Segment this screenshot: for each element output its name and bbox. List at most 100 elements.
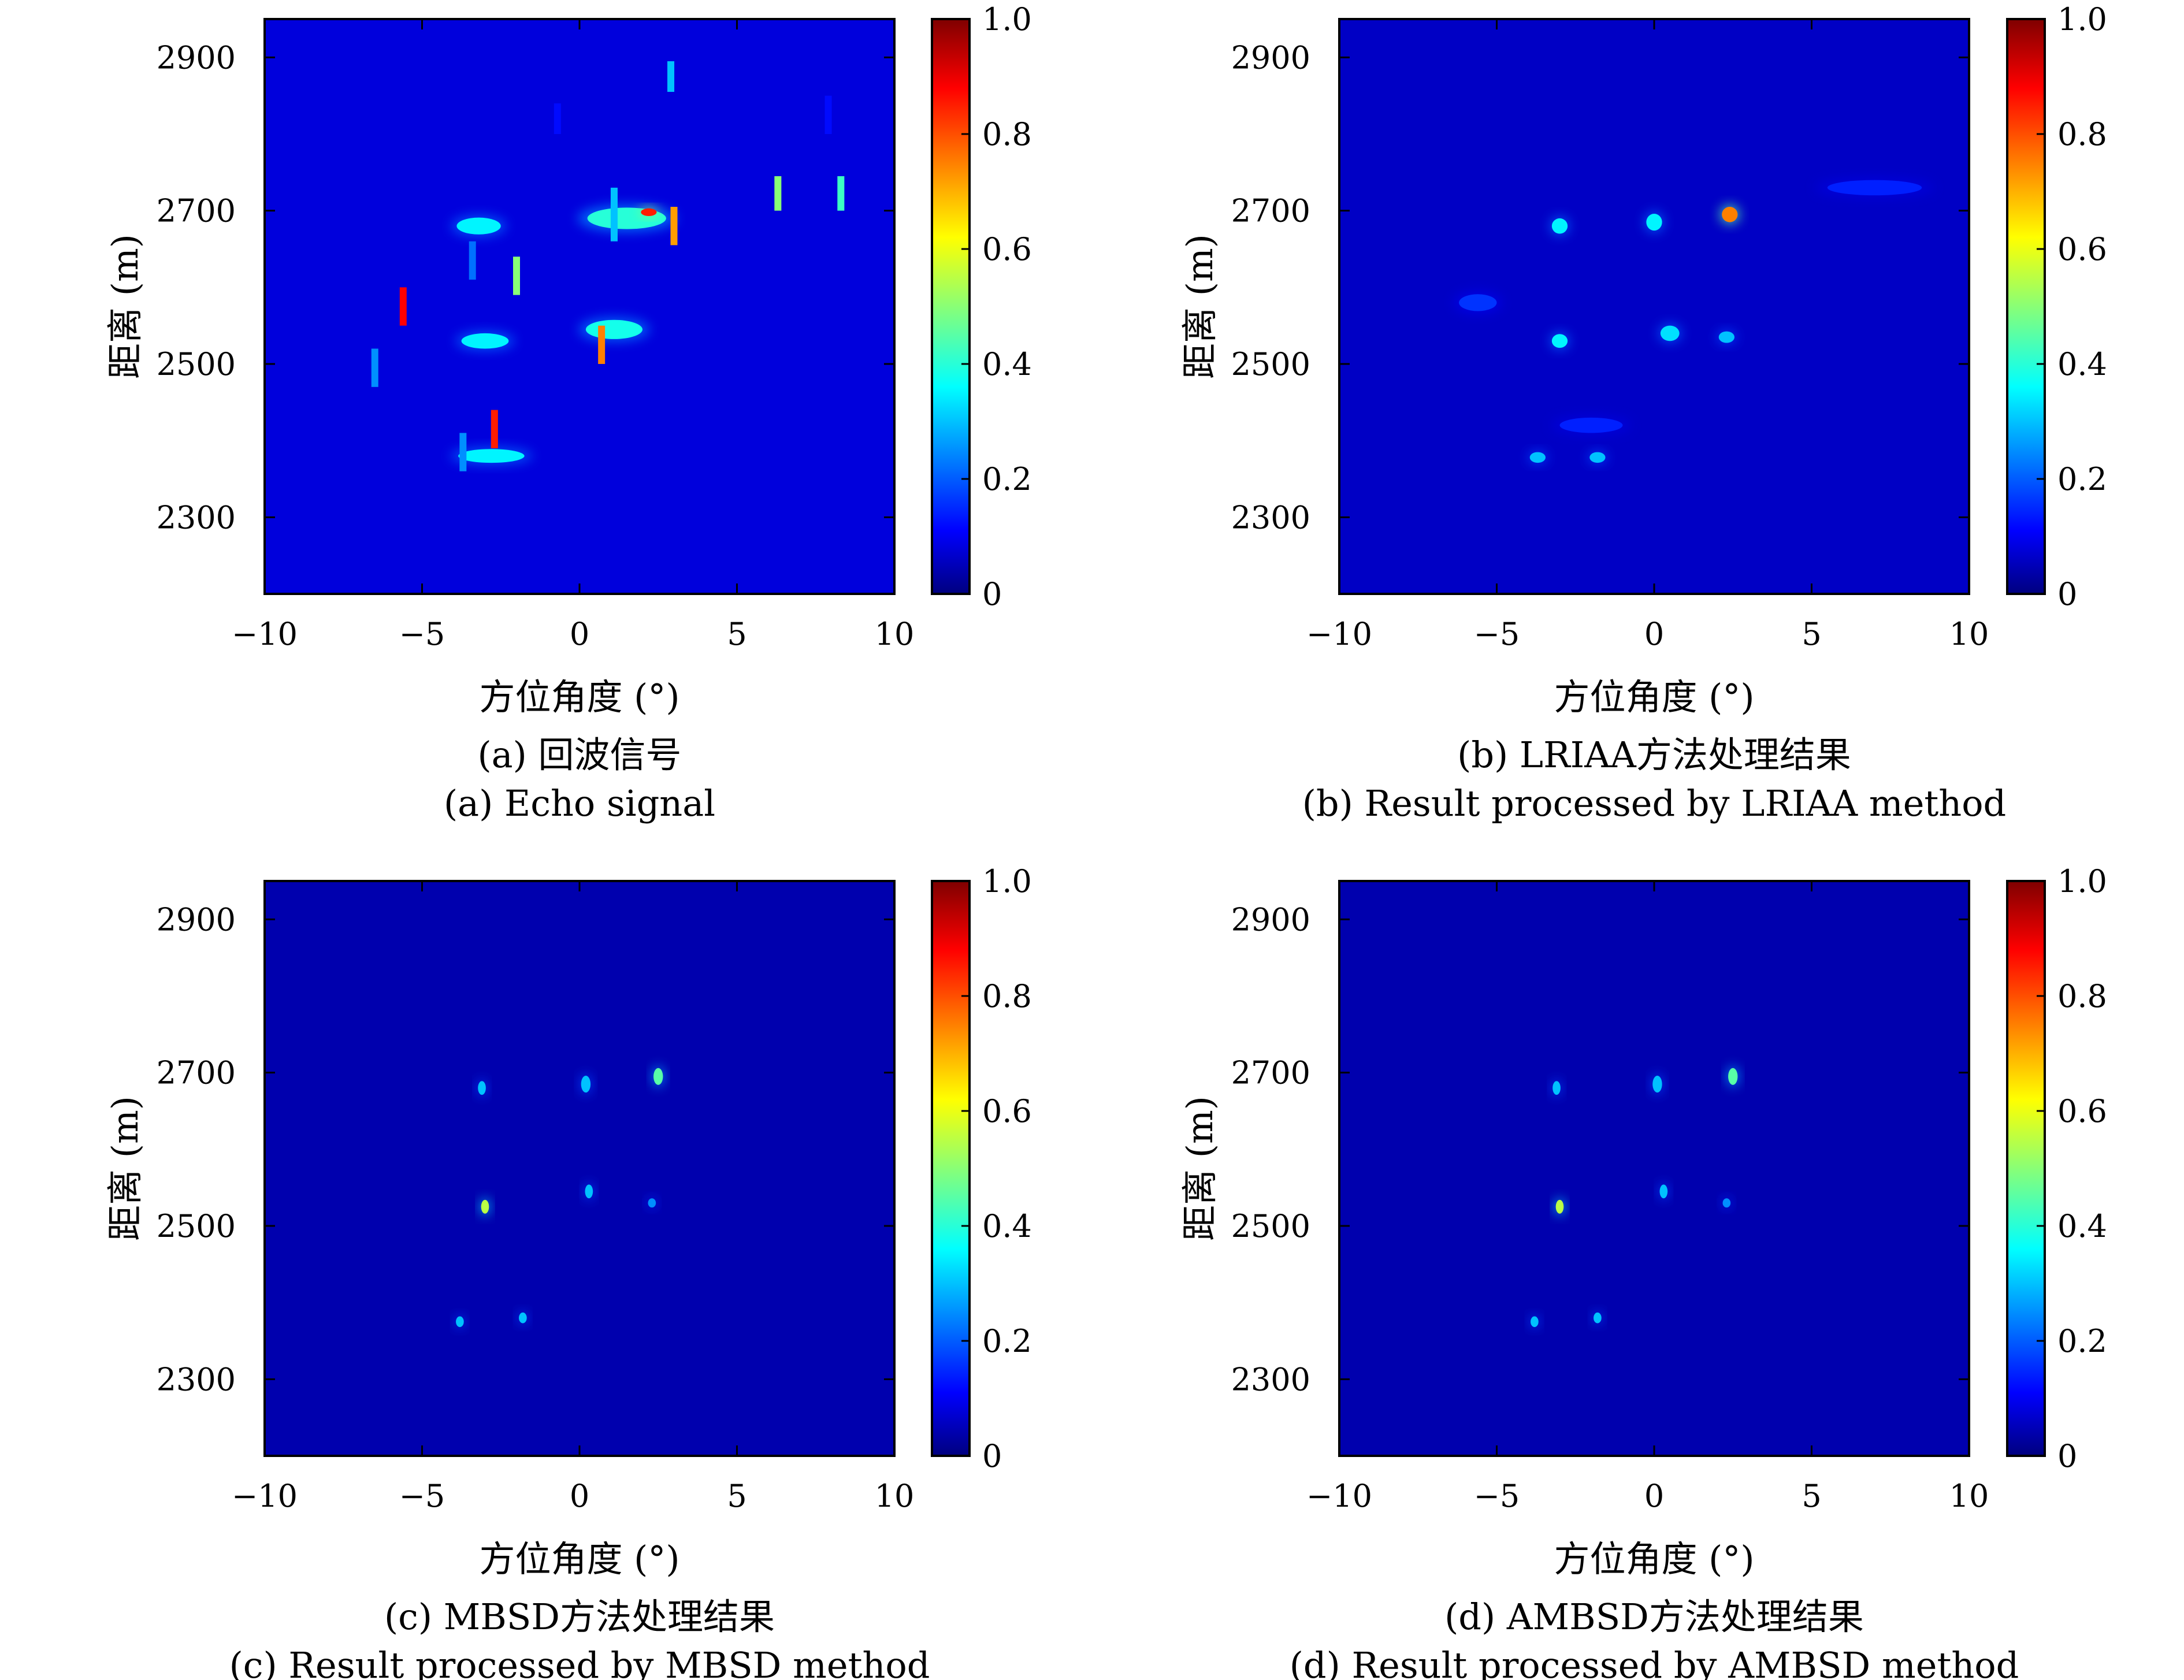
colorbar-tick-label: 1.0: [2057, 863, 2107, 900]
heatmap-blob: [461, 333, 509, 349]
y-tick-label: 2300: [157, 1361, 236, 1397]
y-tick-label: 2500: [1231, 346, 1310, 382]
x-tick-label: 0: [1644, 616, 1664, 652]
panel-d: −10 −5 0 5 10 2300 2500 2700 2900 方位角度 (°) 距离 (m) 0…: [1179, 863, 2107, 1680]
plot-background: [265, 19, 894, 594]
colorbar-tick-label: 0.8: [982, 116, 1032, 153]
colorbar-tick-label: 0: [982, 576, 1002, 612]
heatmap-bar: [667, 61, 675, 92]
colorbar-tick-label: 0.6: [982, 1093, 1032, 1129]
heatmap-blob: [1551, 334, 1568, 348]
heatmap-bar: [399, 287, 407, 326]
heatmap-blob: [1552, 1081, 1561, 1095]
heatmap-blob: [1589, 452, 1606, 463]
x-tick-label: −5: [1474, 616, 1520, 652]
heatmap-blob: [1722, 207, 1738, 222]
colorbar-tick-label: 0.4: [2057, 1208, 2107, 1244]
panel-caption-en: (b) Result processed by LRIAA method: [1302, 782, 2007, 824]
panel-caption-cn: (b) LRIAA方法处理结果: [1457, 734, 1851, 776]
x-tick-label: −10: [232, 616, 298, 652]
heatmap-bar: [610, 187, 618, 241]
heatmap-blob: [1718, 331, 1734, 343]
heatmap-blob: [1459, 294, 1497, 311]
panel-caption-en: (c) Result processed by MBSD method: [229, 1644, 930, 1680]
x-tick-label: 10: [875, 1478, 915, 1514]
heatmap-blob: [1659, 1184, 1668, 1199]
heatmap-blob: [1529, 452, 1546, 463]
colorbar-tick-label: 0.6: [2057, 231, 2107, 267]
panel-caption-cn: (a) 回波信号: [477, 734, 681, 776]
y-tick-label: 2900: [1231, 901, 1310, 938]
y-tick-label: 2700: [157, 1055, 236, 1091]
heatmap-blob: [1555, 1199, 1564, 1214]
colorbar: [2006, 880, 2046, 1457]
x-tick-label: −5: [399, 1478, 445, 1514]
y-tick-label: 2500: [1231, 1208, 1310, 1244]
x-tick-label: −10: [1306, 616, 1372, 652]
heatmap-marks: [1454, 178, 1934, 464]
x-tick-label: 5: [727, 1478, 746, 1514]
plot-background: [265, 881, 894, 1456]
y-tick-label: 2900: [157, 901, 236, 938]
x-axis-label: 方位角度 (°): [1554, 1538, 1754, 1580]
heatmap-blob: [456, 1316, 464, 1328]
heatmap-blob: [1559, 417, 1623, 433]
y-tick-label: 2300: [1231, 1361, 1310, 1397]
heatmap-bar: [371, 348, 378, 387]
x-tick-label: 0: [1644, 1478, 1664, 1514]
heatmap-bar: [469, 241, 476, 280]
plot-background: [1339, 881, 1969, 1456]
x-tick-label: −5: [1474, 1478, 1520, 1514]
colorbar-tick-label: 0.4: [2057, 346, 2107, 382]
heatmap-blob: [653, 1068, 663, 1085]
y-tick-label: 2700: [1231, 1055, 1310, 1091]
x-tick-label: 10: [875, 616, 915, 652]
heatmap-blob: [1594, 1312, 1602, 1324]
x-tick-label: 5: [1802, 1478, 1821, 1514]
x-tick-label: −10: [232, 1478, 298, 1514]
y-axis-label: 距离 (m): [104, 234, 146, 379]
y-tick-label: 2300: [1231, 499, 1310, 536]
x-axis-label: 方位角度 (°): [1554, 676, 1754, 718]
x-tick-label: 5: [727, 616, 746, 652]
y-tick-label: 2500: [157, 1208, 236, 1244]
heatmap-blob: [481, 1199, 489, 1214]
heatmap-bar: [513, 257, 520, 295]
heatmap-blob: [1646, 213, 1662, 231]
y-tick-label: 2300: [157, 499, 236, 536]
heatmap-bar: [774, 176, 782, 211]
heatmap-blob: [648, 1198, 656, 1208]
x-tick-label: −5: [399, 616, 445, 652]
heatmap-blob: [1722, 1198, 1731, 1208]
colorbar-tick-label: 0.6: [982, 231, 1032, 267]
heatmap-blob: [585, 1184, 593, 1199]
y-tick-label: 2900: [1231, 39, 1310, 76]
colorbar-tick-label: 0.2: [2057, 461, 2107, 497]
colorbar-tick-label: 0.8: [2057, 116, 2107, 153]
heatmap-marks: [455, 1066, 664, 1329]
heatmap-blob: [1827, 180, 1922, 196]
panel-b: −10 −5 0 5 10 2300 2500 2700 2900 方位角度 (°) 距离 (m) 0…: [1179, 1, 2107, 824]
heatmap-blob: [581, 1075, 591, 1093]
colorbar-tick-label: 1.0: [982, 1, 1032, 38]
heatmap-blob: [1551, 218, 1568, 234]
y-axis-label: 距离 (m): [104, 1096, 146, 1241]
y-axis-label: 距离 (m): [1179, 1096, 1221, 1241]
x-tick-label: 0: [570, 616, 589, 652]
heatmap-marks: [371, 61, 845, 471]
colorbar-tick-label: 1.0: [2057, 1, 2107, 38]
x-tick-label: 5: [1802, 616, 1821, 652]
heatmap-marks: [1529, 1066, 1739, 1329]
heatmap-blob: [641, 208, 657, 216]
heatmap-blob: [458, 449, 525, 463]
colorbar-tick-label: 0.8: [982, 978, 1032, 1014]
x-axis-label: 方位角度 (°): [479, 1538, 679, 1580]
y-tick-label: 2700: [1231, 193, 1310, 229]
heatmap-blob: [1660, 325, 1680, 341]
plot-background: [1339, 19, 1969, 594]
y-tick-label: 2500: [157, 346, 236, 382]
x-axis-label: 方位角度 (°): [479, 676, 679, 718]
panel-caption-en: (d) Result processed by AMBSD method: [1290, 1644, 2019, 1680]
x-tick-label: −10: [1306, 1478, 1372, 1514]
